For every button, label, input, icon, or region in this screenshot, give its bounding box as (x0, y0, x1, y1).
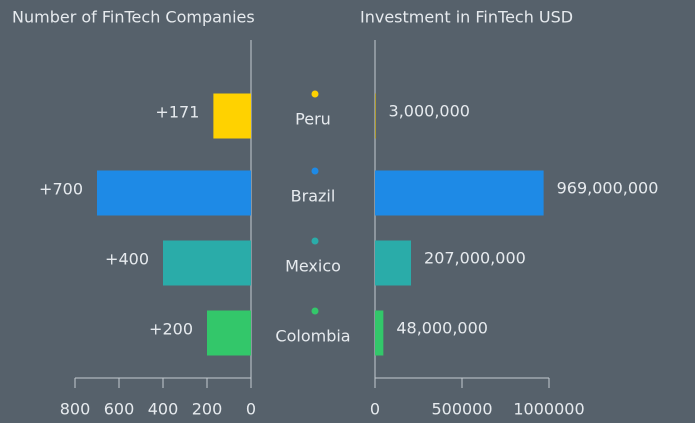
category-label: Brazil (291, 187, 336, 206)
value-label: +200 (149, 320, 193, 339)
bar (97, 170, 251, 216)
bar (163, 240, 251, 286)
bar (213, 93, 251, 139)
value-label: +400 (105, 250, 149, 269)
value-label: 3,000,000 (389, 102, 470, 121)
bar (375, 240, 412, 286)
value-label: +700 (39, 180, 83, 199)
category-dot (311, 237, 319, 245)
x-tick-label: 600 (104, 400, 135, 419)
category-dot (311, 307, 319, 315)
category-dot (311, 90, 319, 98)
x-tick-label: 0 (246, 400, 256, 419)
x-tick-label: 1000000 (513, 400, 584, 419)
x-tick-label: 400 (148, 400, 179, 419)
bar (375, 170, 544, 216)
x-tick-label: 500000 (431, 400, 492, 419)
value-label: 48,000,000 (396, 319, 488, 338)
category-dot (311, 167, 319, 175)
bar (375, 310, 384, 356)
value-label: 207,000,000 (424, 249, 526, 268)
category-label: Mexico (285, 257, 341, 276)
category-label: Peru (295, 110, 331, 129)
bar (207, 310, 251, 356)
chart-title: Investment in FinTech USD (360, 8, 573, 27)
chart-title: Number of FinTech Companies (12, 8, 255, 27)
x-tick-label: 0 (370, 400, 380, 419)
bar (375, 93, 376, 139)
x-tick-label: 200 (192, 400, 223, 419)
x-tick-label: 800 (60, 400, 91, 419)
value-label: 969,000,000 (557, 179, 659, 198)
category-label: Colombia (275, 327, 350, 346)
value-label: +171 (155, 103, 199, 122)
